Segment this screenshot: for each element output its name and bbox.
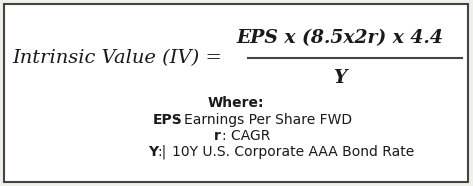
Text: : Earnings Per Share FWD: : Earnings Per Share FWD: [175, 113, 352, 127]
Text: Where:: Where:: [208, 96, 264, 110]
Text: 10Y U.S. Corporate AAA Bond Rate: 10Y U.S. Corporate AAA Bond Rate: [172, 145, 414, 159]
Text: EPS x (8.5x2r) x 4.4: EPS x (8.5x2r) x 4.4: [236, 29, 444, 47]
Text: Intrinsic Value (IV) =: Intrinsic Value (IV) =: [12, 49, 222, 67]
Text: Y: Y: [333, 69, 347, 87]
Text: : CAGR: : CAGR: [222, 129, 271, 143]
Text: EPS: EPS: [153, 113, 183, 127]
Text: Y: Y: [148, 145, 158, 159]
Text: r: r: [214, 129, 221, 143]
Text: :|: :|: [157, 145, 166, 159]
